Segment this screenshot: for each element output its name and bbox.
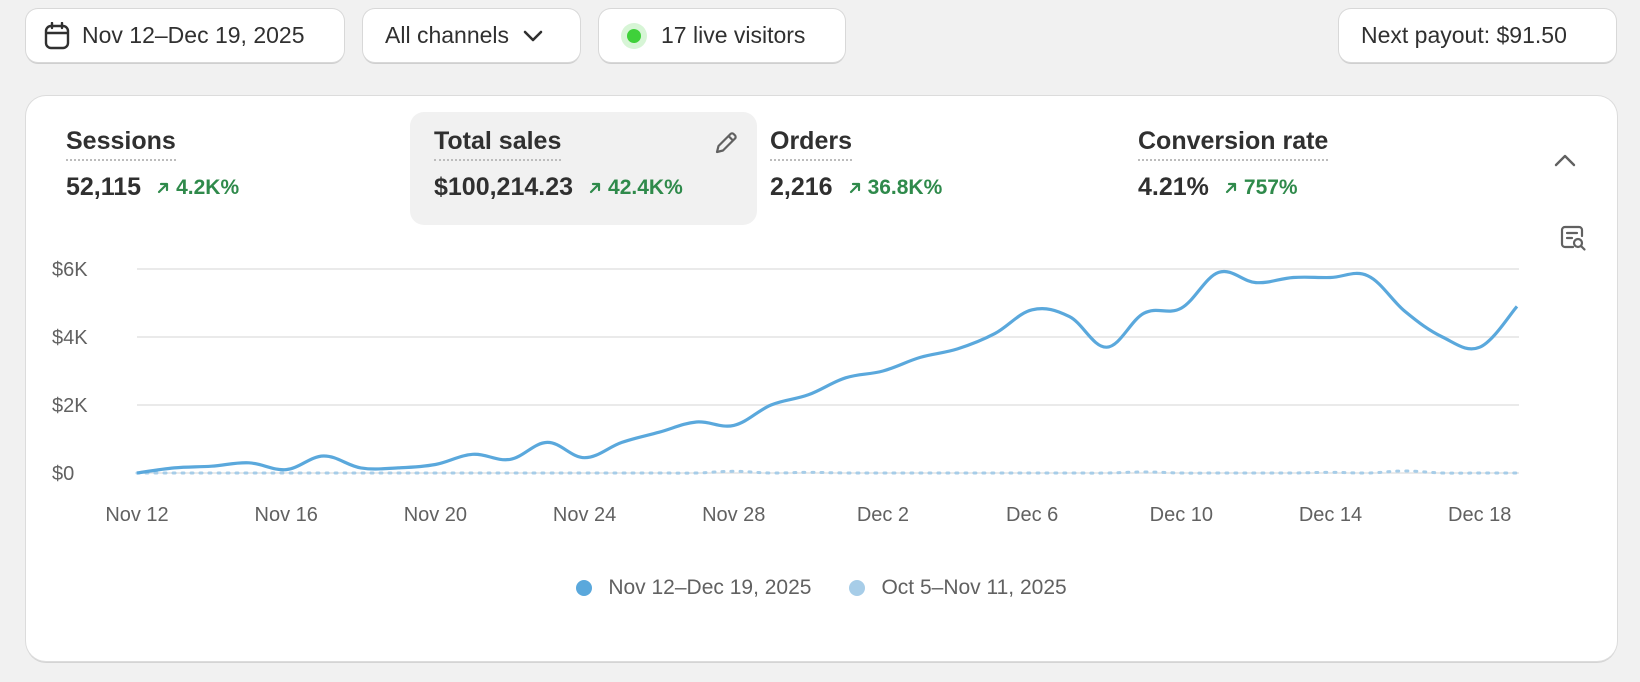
metric-change-value: 4.2K% [176, 175, 240, 199]
legend-item-previous[interactable]: Oct 5–Nov 11, 2025 [849, 576, 1067, 600]
date-range-label: Nov 12–Dec 19, 2025 [82, 22, 305, 48]
y-tick-label: $4K [52, 327, 88, 349]
pencil-icon[interactable] [713, 130, 739, 161]
series-line-current [136, 269, 1519, 475]
analytics-card: Sessions 52,115 4.2K% Total sales $100,2… [26, 96, 1617, 661]
metric-change: 36.8K% [849, 175, 943, 200]
metric-change: 4.2K% [157, 176, 239, 200]
metric-title[interactable]: Sessions [66, 126, 176, 161]
metric-value: $100,214.23 [434, 173, 574, 201]
metric-change-value: 36.8K% [867, 175, 943, 199]
legend-item-current[interactable]: Nov 12–Dec 19, 2025 [576, 576, 811, 600]
metric-change-value: 757% [1243, 175, 1298, 199]
legend-label-previous: Oct 5–Nov 11, 2025 [881, 576, 1067, 599]
legend-label-current: Nov 12–Dec 19, 2025 [608, 576, 812, 599]
metric-value: 2,216 [770, 173, 833, 201]
arrow-up-right-icon [589, 182, 601, 194]
arrow-up-right-icon [1225, 182, 1237, 194]
data-search-icon[interactable] [1559, 224, 1587, 257]
series-line-previous [135, 469, 1519, 475]
live-dot-icon [621, 22, 647, 49]
metric-title[interactable]: Orders [770, 126, 852, 161]
metric-conversion-rate[interactable]: Conversion rate 4.21% 757% [1114, 112, 1478, 225]
metric-title[interactable]: Conversion rate [1138, 126, 1329, 161]
x-tick-label: Dec 6 [1006, 504, 1058, 526]
metric-value: 52,115 [66, 173, 142, 201]
legend-swatch-current [576, 580, 593, 596]
x-tick-label: Nov 16 [255, 504, 318, 526]
x-tick-label: Dec 14 [1299, 504, 1362, 526]
y-tick-label: $6K [52, 259, 88, 281]
metric-change: 42.4K% [589, 176, 683, 200]
x-tick-label: Nov 28 [702, 504, 765, 526]
next-payout-label: Next payout: $91.50 [1361, 22, 1567, 48]
date-range-picker[interactable]: Nov 12–Dec 19, 2025 [26, 9, 344, 62]
next-payout-button[interactable]: Next payout: $91.50 [1339, 9, 1616, 62]
calendar-icon [44, 21, 70, 50]
legend-swatch-previous [849, 580, 866, 596]
arrow-up-right-icon [849, 182, 861, 194]
metric-total-sales[interactable]: Total sales $100,214.23 42.4K% [410, 112, 757, 225]
live-visitors-label: 17 live visitors [661, 22, 806, 48]
x-tick-label: Nov 12 [105, 504, 168, 526]
metric-sessions[interactable]: Sessions 52,115 4.2K% [42, 112, 406, 225]
x-tick-label: Dec 2 [857, 504, 909, 526]
chevron-down-icon [523, 30, 543, 42]
channels-label: All channels [385, 22, 510, 48]
metric-change-value: 42.4K% [608, 175, 683, 199]
x-tick-label: Dec 10 [1150, 504, 1213, 526]
chevron-up-icon[interactable] [1554, 153, 1576, 172]
y-tick-label: $2K [52, 395, 88, 417]
metric-title[interactable]: Total sales [434, 126, 562, 161]
x-tick-label: Dec 18 [1448, 504, 1511, 526]
live-visitors-button[interactable]: 17 live visitors [599, 9, 845, 62]
y-tick-label: $0 [52, 463, 74, 485]
metric-value: 4.21% [1138, 173, 1209, 201]
channels-dropdown[interactable]: All channels [363, 9, 580, 62]
chart-legend: Nov 12–Dec 19, 2025 Oct 5–Nov 11, 2025 [26, 576, 1617, 600]
arrow-up-right-icon [157, 182, 169, 194]
x-tick-label: Nov 20 [404, 504, 467, 526]
sales-chart[interactable]: $0 $2K $4K $6K Nov 12 Nov 16 Nov 20 Nov 24 Nov 2… [26, 96, 1617, 566]
metric-change: 757% [1225, 176, 1298, 200]
metric-orders[interactable]: Orders 2,216 36.8K% [746, 112, 1110, 225]
x-tick-label: Nov 24 [553, 504, 616, 526]
